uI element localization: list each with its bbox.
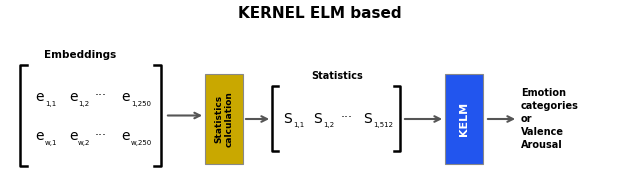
Text: Emotion
categories
or
Valence
Arousal: Emotion categories or Valence Arousal: [521, 88, 579, 150]
Text: ···: ···: [341, 111, 353, 124]
Text: Statistics: Statistics: [311, 71, 363, 81]
Text: w,1: w,1: [45, 141, 58, 146]
Text: S: S: [364, 112, 372, 125]
Bar: [445, 74, 483, 164]
Text: e: e: [122, 90, 131, 104]
Text: e: e: [36, 130, 44, 143]
Text: 1,2: 1,2: [78, 101, 89, 107]
Text: ···: ···: [95, 129, 107, 142]
Text: e: e: [36, 90, 44, 104]
Text: 1,1: 1,1: [293, 122, 304, 129]
Text: S: S: [284, 112, 292, 125]
Text: Statistics
calculation: Statistics calculation: [214, 91, 234, 147]
Text: w,2: w,2: [78, 141, 90, 146]
Text: 1,1: 1,1: [45, 101, 56, 107]
Text: 1,2: 1,2: [323, 122, 334, 129]
Text: 1,250: 1,250: [131, 101, 151, 107]
Text: e: e: [122, 130, 131, 143]
Bar: [205, 74, 243, 164]
Text: ···: ···: [95, 89, 107, 102]
Text: S: S: [314, 112, 323, 125]
Text: w,250: w,250: [131, 141, 152, 146]
Text: KELM: KELM: [459, 102, 469, 136]
Text: e: e: [68, 130, 77, 143]
Text: e: e: [68, 90, 77, 104]
Text: 1,512: 1,512: [373, 122, 393, 129]
Text: Embeddings: Embeddings: [44, 50, 116, 60]
Text: KERNEL ELM based: KERNEL ELM based: [238, 6, 402, 21]
